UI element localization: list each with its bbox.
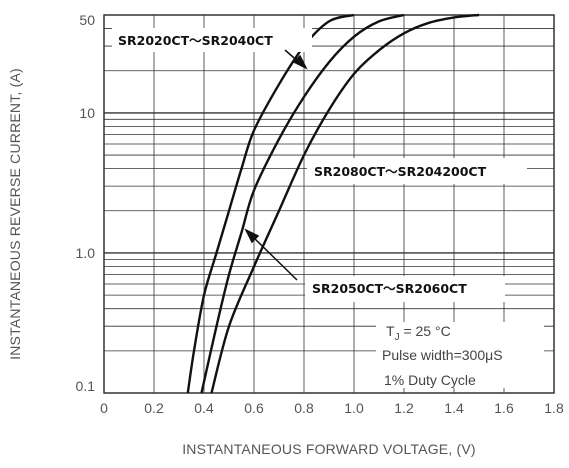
x-tick-9: 1.8 <box>544 400 564 416</box>
y-tick-labels: 0.1 1.0 10 50 <box>76 12 96 394</box>
x-tick-4: 0.8 <box>294 400 314 416</box>
y-tick-0: 0.1 <box>76 378 96 394</box>
x-tick-3: 0.6 <box>244 400 264 416</box>
series-line-2 <box>210 13 480 394</box>
x-tick-0: 0 <box>100 400 108 416</box>
series-line-1 <box>200 13 405 394</box>
label-sr2020-sr2040-text: SR2020CT～SR2040CT <box>118 33 273 48</box>
condition-temperature-rest: = 25 °C <box>400 323 451 339</box>
arrow-sr2050 <box>251 235 298 281</box>
plot-frame <box>103 14 555 394</box>
label-sr2080-sr204200-text: SR2080CT～SR204200CT <box>314 164 487 179</box>
x-tick-8: 1.6 <box>494 400 514 416</box>
condition-temperature-t: T <box>386 323 395 339</box>
x-tick-7: 1.4 <box>444 400 464 416</box>
x-tick-2: 0.4 <box>194 400 214 416</box>
x-axis-label: INSTANTANEOUS FORWARD VOLTAGE, (V) <box>182 441 476 457</box>
condition-duty-cycle: 1% Duty Cycle <box>384 372 476 388</box>
test-conditions: TJ = 25 °C Pulse width=300μS 1% Duty Cyc… <box>376 322 544 388</box>
x-tick-labels: 0 0.2 0.4 0.6 0.8 1.0 1.2 1.4 1.6 1.8 <box>100 400 564 416</box>
y-axis-label: INSTANTANEOUS REVERSE CURRENT, (A) <box>7 68 23 360</box>
label-sr2080-sr204200: SR2080CT～SR204200CT <box>307 158 527 184</box>
y-tick-1: 1.0 <box>76 245 96 261</box>
arrow-sr2050-head <box>244 228 260 244</box>
condition-temperature: TJ = 25 °C <box>386 323 451 343</box>
x-tick-6: 1.2 <box>394 400 414 416</box>
leader-lines <box>244 49 308 281</box>
x-tick-5: 1.0 <box>344 400 364 416</box>
label-sr2020-sr2040: SR2020CT～SR2040CT <box>112 28 312 52</box>
label-sr2050-sr2060: SR2050CT～SR2060CT <box>305 276 505 302</box>
x-tick-1: 0.2 <box>144 400 164 416</box>
condition-pulse-width: Pulse width=300μS <box>382 347 503 363</box>
condition-temperature-sub: J <box>395 332 400 343</box>
y-tick-3: 50 <box>79 12 95 28</box>
series-line-0 <box>186 13 355 394</box>
label-sr2050-sr2060-text: SR2050CT～SR2060CT <box>312 281 467 296</box>
arrow-sr2020-head <box>292 54 308 70</box>
y-tick-2: 10 <box>79 105 95 121</box>
